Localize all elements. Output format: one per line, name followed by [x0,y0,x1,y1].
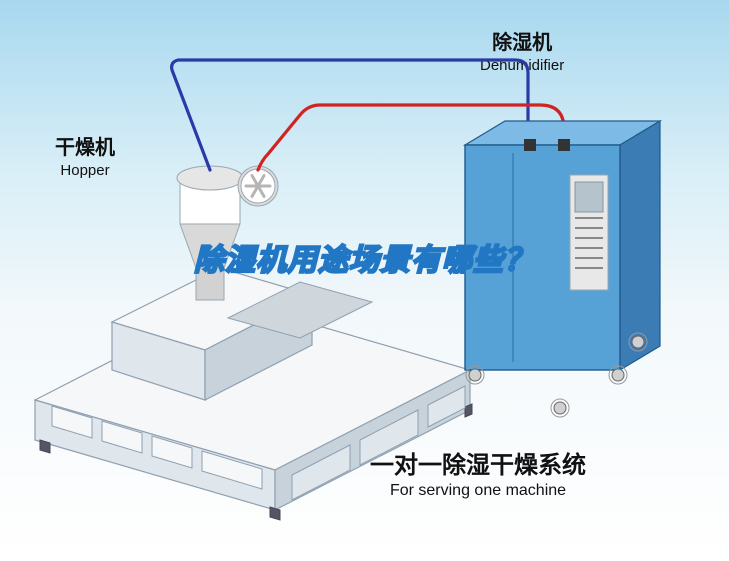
machine [35,268,472,520]
diagram [0,0,729,561]
overlay-title: 除湿机用途场景有哪些？ [194,235,535,279]
